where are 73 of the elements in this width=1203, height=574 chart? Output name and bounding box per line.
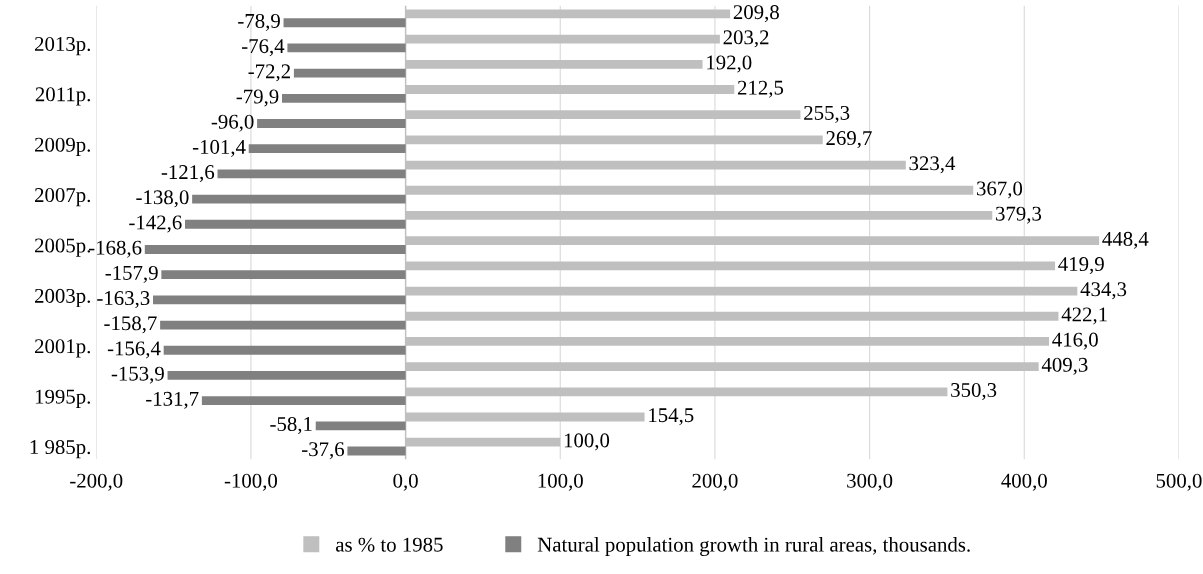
data-label: 209,8 <box>733 5 779 23</box>
data-label: 323,4 <box>909 156 956 174</box>
data-label: -76,4 <box>242 39 285 57</box>
data-label: 154,5 <box>649 408 694 426</box>
y-tick-label: 2013р. <box>35 36 91 56</box>
y-tick-label: 2011р. <box>35 87 91 106</box>
data-label: 212,5 <box>737 80 784 98</box>
data-label: 379,3 <box>996 206 1042 224</box>
data-label: -138,0 <box>136 190 189 208</box>
x-tick-label: 300,0 <box>847 473 893 491</box>
data-label: 419,9 <box>1058 257 1104 275</box>
y-tick-label: 1 985р. <box>30 439 91 459</box>
y-tick-label: 2001р. <box>35 339 91 358</box>
data-label: 448,4 <box>1102 231 1149 249</box>
bar <box>192 194 406 204</box>
data-label: -131,7 <box>146 391 199 409</box>
bar <box>248 144 406 154</box>
y-tick-label: 2009р. <box>35 137 91 156</box>
legend-label: as % to 1985 <box>336 537 443 552</box>
data-label: -101,4 <box>192 139 246 157</box>
data-label: 203,2 <box>723 30 769 48</box>
data-label: 100,0 <box>564 433 610 451</box>
bar <box>282 93 406 103</box>
bar <box>283 18 406 28</box>
bar <box>167 371 406 380</box>
bar <box>153 295 406 305</box>
data-label: 367,0 <box>977 181 1023 199</box>
bar <box>185 219 406 229</box>
data-label: 409,3 <box>1041 357 1088 375</box>
data-label: -72,2 <box>248 64 290 82</box>
x-tick-label: 100,0 <box>538 473 583 491</box>
data-label: -79,9 <box>236 89 279 107</box>
data-label: 192,0 <box>707 55 752 73</box>
data-label: -121,6 <box>161 165 215 183</box>
bar <box>293 68 406 78</box>
data-label: 269,7 <box>826 131 872 149</box>
legend-label: Natural population growth in rural areas, thousands. <box>537 537 970 556</box>
y-tick-label: 2007р. <box>35 188 91 207</box>
bar <box>144 245 406 254</box>
data-label: -156,4 <box>107 341 161 359</box>
bar <box>161 270 406 280</box>
x-tick-label: -200,0 <box>70 473 123 491</box>
bar <box>347 446 406 456</box>
bar <box>163 345 406 355</box>
data-label: -168,6 <box>88 240 142 258</box>
x-tick-label: 0,0 <box>393 473 418 491</box>
y-tick-label: 2003р. <box>35 288 91 308</box>
y-tick-label: 1995р. <box>35 389 91 408</box>
data-label: -37,6 <box>302 442 345 460</box>
data-label: -153,9 <box>111 366 164 384</box>
data-label: -58,1 <box>270 416 312 435</box>
data-label: -78,9 <box>238 13 280 31</box>
data-label: -142,6 <box>129 215 182 233</box>
data-label: 350,3 <box>951 382 997 401</box>
bar <box>287 43 406 53</box>
y-tick-label: 2005р. <box>35 238 91 257</box>
data-label: 255,3 <box>804 105 850 123</box>
data-label: 422,1 <box>1061 307 1107 325</box>
data-label: -163,3 <box>97 291 150 309</box>
bar <box>315 421 406 431</box>
bar <box>257 119 406 128</box>
bar <box>160 320 406 330</box>
x-tick-label: 500,0 <box>1156 473 1202 491</box>
bar <box>217 169 406 179</box>
data-label: -157,9 <box>105 265 158 283</box>
data-label: 434,3 <box>1080 282 1127 300</box>
x-tick-label: -100,0 <box>224 473 278 491</box>
data-label: -158,7 <box>104 316 157 334</box>
bar <box>201 396 406 406</box>
data-label: 416,0 <box>1052 332 1098 350</box>
x-tick-label: 400,0 <box>1001 473 1047 491</box>
data-label: -96,0 <box>211 114 254 132</box>
x-tick-label: 200,0 <box>692 473 738 491</box>
